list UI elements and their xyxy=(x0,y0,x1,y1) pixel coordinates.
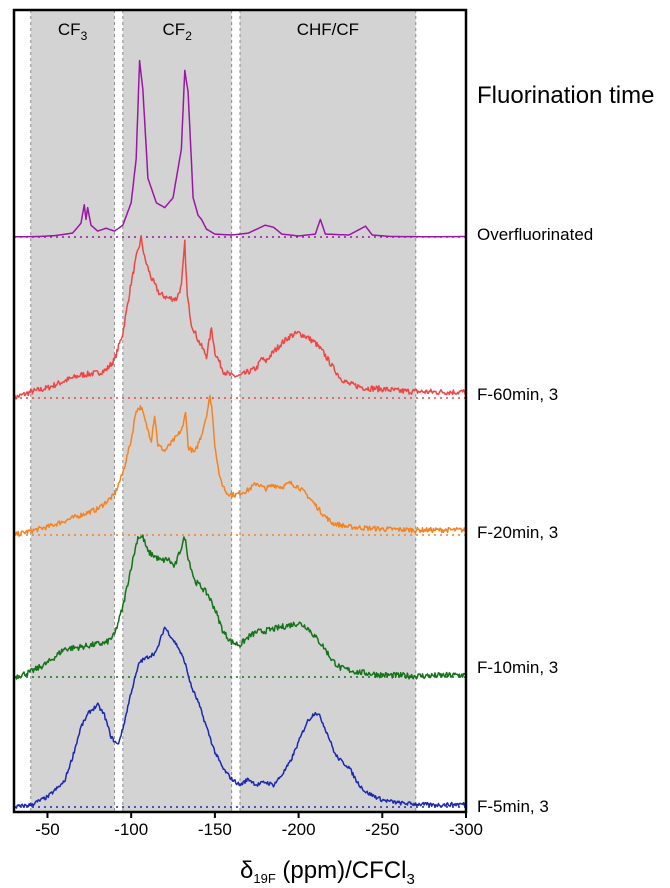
spectrum-line-1 xyxy=(14,59,466,238)
region-labels: CF3 CF2 CHF/CF xyxy=(58,20,359,43)
legend-title: Fluorination time xyxy=(477,82,654,109)
chemical-shift-regions xyxy=(30,10,417,812)
x-axis-label-symbol: δ xyxy=(240,857,253,884)
spectra xyxy=(13,59,467,809)
series-label-1: Overfluorinated xyxy=(477,225,593,244)
x-axis-label-tail-subscript: 3 xyxy=(406,871,414,888)
plot-frame xyxy=(12,8,468,814)
series-label-4: F-10min, 3 xyxy=(477,658,558,677)
spectrum-line-5 xyxy=(13,626,467,809)
x-tick-label-5: -250 xyxy=(365,820,399,839)
x-axis-label-text: (ppm)/CFCl xyxy=(276,857,407,884)
x-axis-label: δ19F (ppm)/CFCl3 xyxy=(240,857,415,888)
x-tick-label-1: -50 xyxy=(35,820,60,839)
x-tick-label-6: -300 xyxy=(449,820,483,839)
spectrum-line-2 xyxy=(13,234,467,402)
series-labels: Overfluorinated F-60min, 3 F-20min, 3 F-10m… xyxy=(477,225,593,816)
region-label-3: CHF/CF xyxy=(297,20,359,39)
region-band-2 xyxy=(122,10,232,812)
series-label-5: F-5min, 3 xyxy=(477,797,549,816)
spectrum-line-3 xyxy=(13,394,467,537)
spectrum-line-4 xyxy=(13,534,466,680)
x-tick-label-2: -100 xyxy=(114,820,148,839)
x-axis-label-subscript: 19F xyxy=(253,871,275,886)
x-tick-label-3: -150 xyxy=(198,820,232,839)
region-band-3 xyxy=(240,10,416,812)
region-label-2: CF2 xyxy=(163,20,193,43)
x-tick-label-4: -200 xyxy=(282,820,316,839)
series-label-2: F-60min, 3 xyxy=(477,385,558,404)
region-label-1: CF3 xyxy=(58,20,88,43)
axes: -50 -100 -150 -200 -250 -300 xyxy=(12,8,483,839)
region-band-1 xyxy=(30,10,115,812)
series-label-3: F-20min, 3 xyxy=(477,523,558,542)
